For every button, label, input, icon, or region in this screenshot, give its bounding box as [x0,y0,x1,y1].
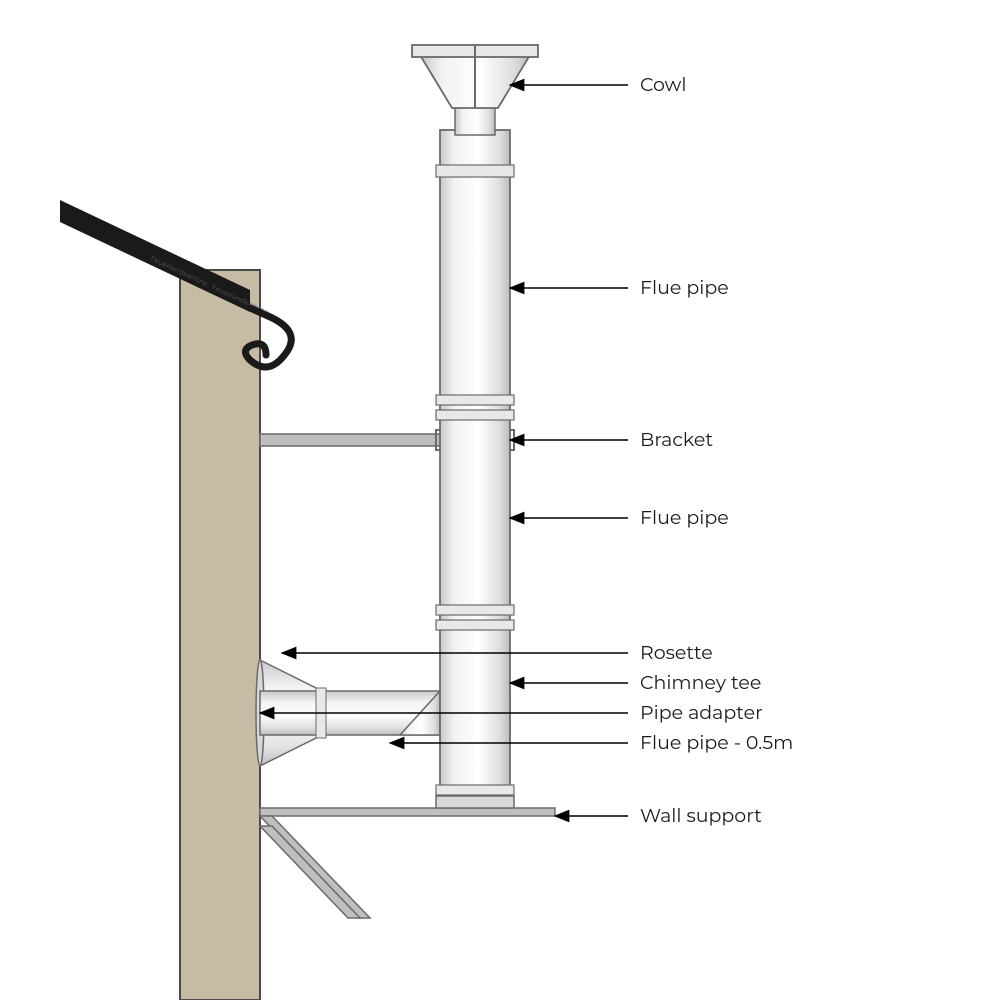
label-fluepipe1: Flue pipe [640,276,729,299]
label-pipeadapter: Pipe adapter [640,701,763,724]
label-cowl: Cowl [640,73,686,96]
label-wallsupport: Wall support [640,804,762,827]
label-fluepipe05: Flue pipe - 0.5m [640,731,793,754]
cowl [412,45,538,135]
label-rosette: Rosette [640,641,713,664]
chimney-diagram: Feuerlandkamine · Feuerlandkamine · [0,0,1000,1000]
wall-support [260,808,555,918]
wall [180,270,260,1000]
label-bracket: Bracket [640,428,713,451]
label-fluepipe2: Flue pipe [640,506,729,529]
roof: Feuerlandkamine · Feuerlandkamine · [60,200,274,318]
label-chimneytee: Chimney tee [640,671,761,694]
flue-pipe-stack [436,130,514,808]
